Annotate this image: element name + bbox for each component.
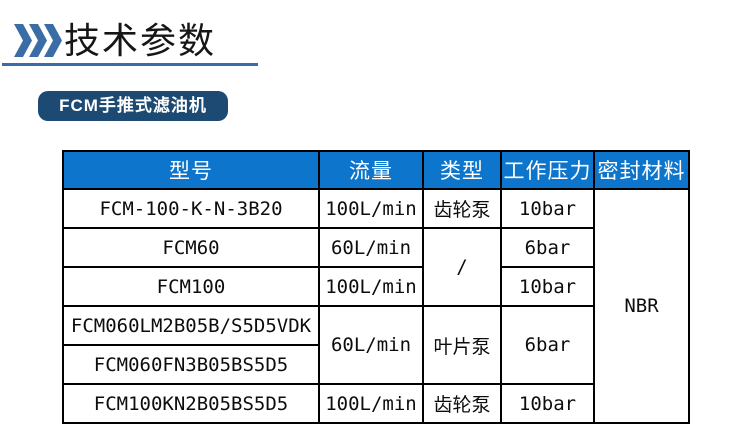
pressure-cell: 6bar [500, 227, 595, 268]
pressure-cell: 10bar [500, 266, 595, 307]
triple-chevron-right-icon [14, 24, 62, 57]
flow-cell: 100L/min [318, 188, 424, 229]
flow-cell: 100L/min [318, 383, 424, 424]
table-row: FCM060FN3B05BS5D5 [62, 344, 689, 385]
table-row: FCM100 100L/min 10bar [62, 266, 689, 307]
seal-cell: NBR [593, 188, 690, 424]
spec-table: 型号 流量 类型 工作压力 密封材料 FCM-100-K-N-3B20 100L… [62, 150, 690, 424]
type-cell: 叶片泵 [422, 305, 502, 385]
title-underline [2, 63, 258, 66]
column-header-flow: 流量 [318, 150, 424, 190]
pressure-cell: 10bar [500, 383, 595, 424]
column-header-seal: 密封材料 [593, 150, 690, 190]
type-cell: / [422, 227, 502, 307]
model-cell: FCM100 [62, 266, 320, 307]
model-cell: FCM060LM2B05B/S5D5VDK [62, 305, 320, 346]
product-badge: FCM手推式滤油机 [38, 91, 228, 121]
flow-cell: 60L/min [318, 305, 424, 385]
model-cell: FCM060FN3B05BS5D5 [62, 344, 320, 385]
table-row: FCM60 60L/min / 6bar [62, 227, 689, 307]
column-header-type: 类型 [422, 150, 502, 190]
pressure-cell: 10bar [500, 188, 595, 229]
page-title: 技术参数 [64, 20, 217, 61]
flow-cell: 100L/min [318, 266, 424, 307]
model-cell: FCM-100-K-N-3B20 [62, 188, 320, 229]
column-header-pressure: 工作压力 [500, 150, 595, 190]
table-row: FCM-100-K-N-3B20 100L/min 齿轮泵 10bar NBR [62, 188, 690, 424]
model-cell: FCM100KN2B05BS5D5 [62, 383, 320, 424]
flow-cell: 60L/min [318, 227, 424, 268]
pressure-cell: 6bar [500, 305, 595, 385]
model-cell: FCM60 [62, 227, 320, 268]
column-header-model: 型号 [62, 150, 320, 190]
table-header-row: 型号 流量 类型 工作压力 密封材料 [62, 150, 690, 190]
table-row: FCM100KN2B05BS5D5 100L/min 齿轮泵 10bar [62, 383, 689, 424]
type-cell: 齿轮泵 [422, 188, 502, 229]
type-cell: 齿轮泵 [422, 383, 502, 424]
table-row: FCM060LM2B05B/S5D5VDK 60L/min 叶片泵 6bar [62, 305, 689, 385]
